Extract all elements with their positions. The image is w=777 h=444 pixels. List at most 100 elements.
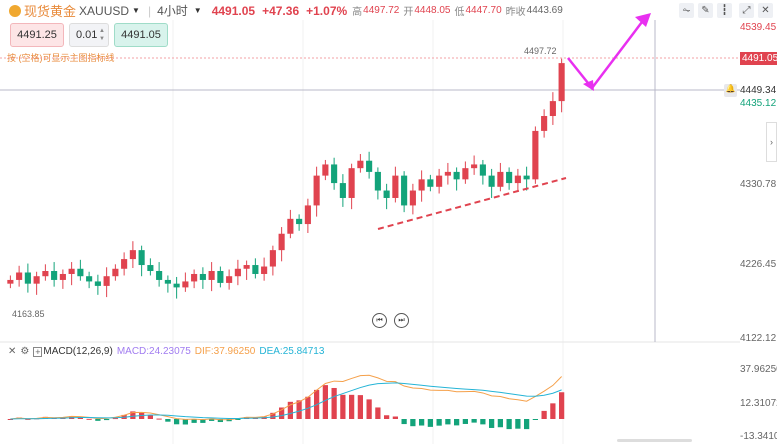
expand-icon[interactable]: +	[33, 346, 43, 357]
macd-bar	[524, 419, 530, 430]
macd-bar	[200, 419, 206, 423]
candle	[226, 269, 233, 290]
close-icon[interactable]: ✕	[758, 3, 773, 18]
macd-tick: 37.96250	[740, 364, 777, 375]
candle	[514, 168, 521, 193]
macd-bar	[217, 419, 223, 423]
current-price-label: 4491.05	[740, 52, 777, 65]
interval-dropdown-icon[interactable]: ▼	[193, 6, 202, 15]
candle	[129, 241, 136, 269]
buy-button[interactable]: 4491.05	[114, 23, 168, 47]
header-bar: 现货黄金 XAUUSD ▼ | 4小时 ▼ 4491.05 +47.36 +1.…	[0, 0, 777, 21]
candle	[339, 174, 346, 207]
candle	[24, 263, 31, 293]
candle	[409, 183, 416, 215]
candle	[471, 155, 478, 175]
candle	[497, 162, 504, 192]
macd-bar	[506, 419, 512, 430]
macd-bar	[331, 387, 337, 419]
macd-bar	[401, 419, 407, 425]
macd-bar	[112, 418, 118, 420]
close-indicator-icon[interactable]: ✕	[8, 346, 17, 357]
symbol-dropdown-icon[interactable]: ▼	[132, 6, 140, 15]
settings-icon[interactable]: ⚙	[20, 346, 30, 357]
candle	[357, 154, 364, 173]
candle	[313, 166, 320, 217]
stepper-arrows-icon[interactable]: ▲ ▼	[99, 28, 105, 42]
candle	[366, 151, 373, 179]
macd-bar	[25, 418, 31, 420]
open-value: 4448.05	[414, 5, 451, 16]
candle	[488, 168, 495, 198]
dea-value: DEA:25.84713	[259, 346, 325, 357]
price-tick: 4226.45	[740, 259, 777, 270]
candle	[164, 275, 171, 293]
candle	[94, 274, 101, 295]
macd-bar	[419, 419, 425, 426]
macd-bar	[489, 419, 495, 428]
candle-type-icon[interactable]: ┇	[717, 3, 732, 18]
macd-bar	[541, 410, 547, 419]
lot-stepper[interactable]: 0.01 ▲ ▼	[69, 23, 109, 47]
draw-pen-icon[interactable]: ✎	[698, 3, 713, 18]
candle	[401, 171, 408, 213]
candle	[558, 58, 565, 113]
macd-header: ✕ ⚙ + MACD(12,26,9) MACD:24.23075 DIF:37…	[8, 346, 324, 357]
indicator-icon[interactable]: ⏦	[679, 3, 694, 18]
candle	[427, 174, 434, 192]
candle	[68, 262, 75, 286]
scroll-back-button[interactable]: ⏮	[372, 313, 387, 328]
instrument-name: 现货黄金	[24, 4, 77, 19]
fullscreen-icon[interactable]: ⤢	[739, 3, 754, 18]
macd-bar	[427, 419, 433, 427]
gold-logo-icon	[9, 4, 21, 17]
macd-bar	[104, 419, 110, 421]
candle	[331, 157, 338, 190]
candle	[374, 167, 381, 200]
macd-title: MACD(12,26,9)	[43, 346, 113, 357]
alert-bell-icon[interactable]: 🔔	[724, 84, 737, 97]
macd-bar	[42, 416, 48, 419]
open-label: 开	[403, 7, 414, 18]
expand-panel-button[interactable]: ›	[766, 122, 777, 162]
dif-value: DIF:37.96250	[194, 346, 256, 357]
sell-button[interactable]: 4491.25	[10, 23, 64, 47]
candle	[42, 264, 49, 281]
symbol-selector[interactable]: XAUUSD	[79, 3, 130, 18]
horizontal-scrollbar[interactable]	[617, 439, 692, 442]
price-tick: 4539.45	[740, 22, 777, 33]
macd-bar	[147, 415, 153, 419]
scroll-forward-button[interactable]: ⏭	[394, 313, 409, 328]
candle	[322, 159, 329, 181]
dea-line	[10, 382, 562, 420]
macd-bar	[559, 392, 565, 419]
price-tick: 4330.78	[740, 179, 777, 190]
macd-bar	[95, 419, 101, 421]
candle	[77, 259, 84, 281]
interval-selector[interactable]: 4小时	[157, 4, 188, 18]
macd-bar	[445, 419, 451, 425]
price-tick: 4435.12	[740, 98, 777, 109]
macd-bar	[130, 411, 136, 419]
candle	[138, 245, 145, 277]
candle	[444, 162, 451, 185]
candle	[103, 267, 110, 298]
trendline	[377, 177, 567, 230]
candle	[59, 269, 66, 289]
candle	[348, 163, 355, 210]
candle	[392, 166, 399, 203]
macd-bar	[165, 419, 171, 422]
macd-bar	[471, 419, 477, 423]
macd-bar	[497, 419, 503, 428]
macd-bar	[357, 395, 363, 419]
low-marker: 4163.85	[12, 309, 45, 319]
candle	[234, 259, 241, 286]
high-value: 4497.72	[363, 5, 400, 16]
candle	[549, 92, 556, 125]
lot-value[interactable]: 0.01	[76, 29, 98, 41]
macd-bar	[77, 417, 83, 419]
macd-bar	[340, 394, 346, 419]
candle	[208, 262, 215, 292]
macd-tick: 12.31072	[740, 398, 777, 409]
